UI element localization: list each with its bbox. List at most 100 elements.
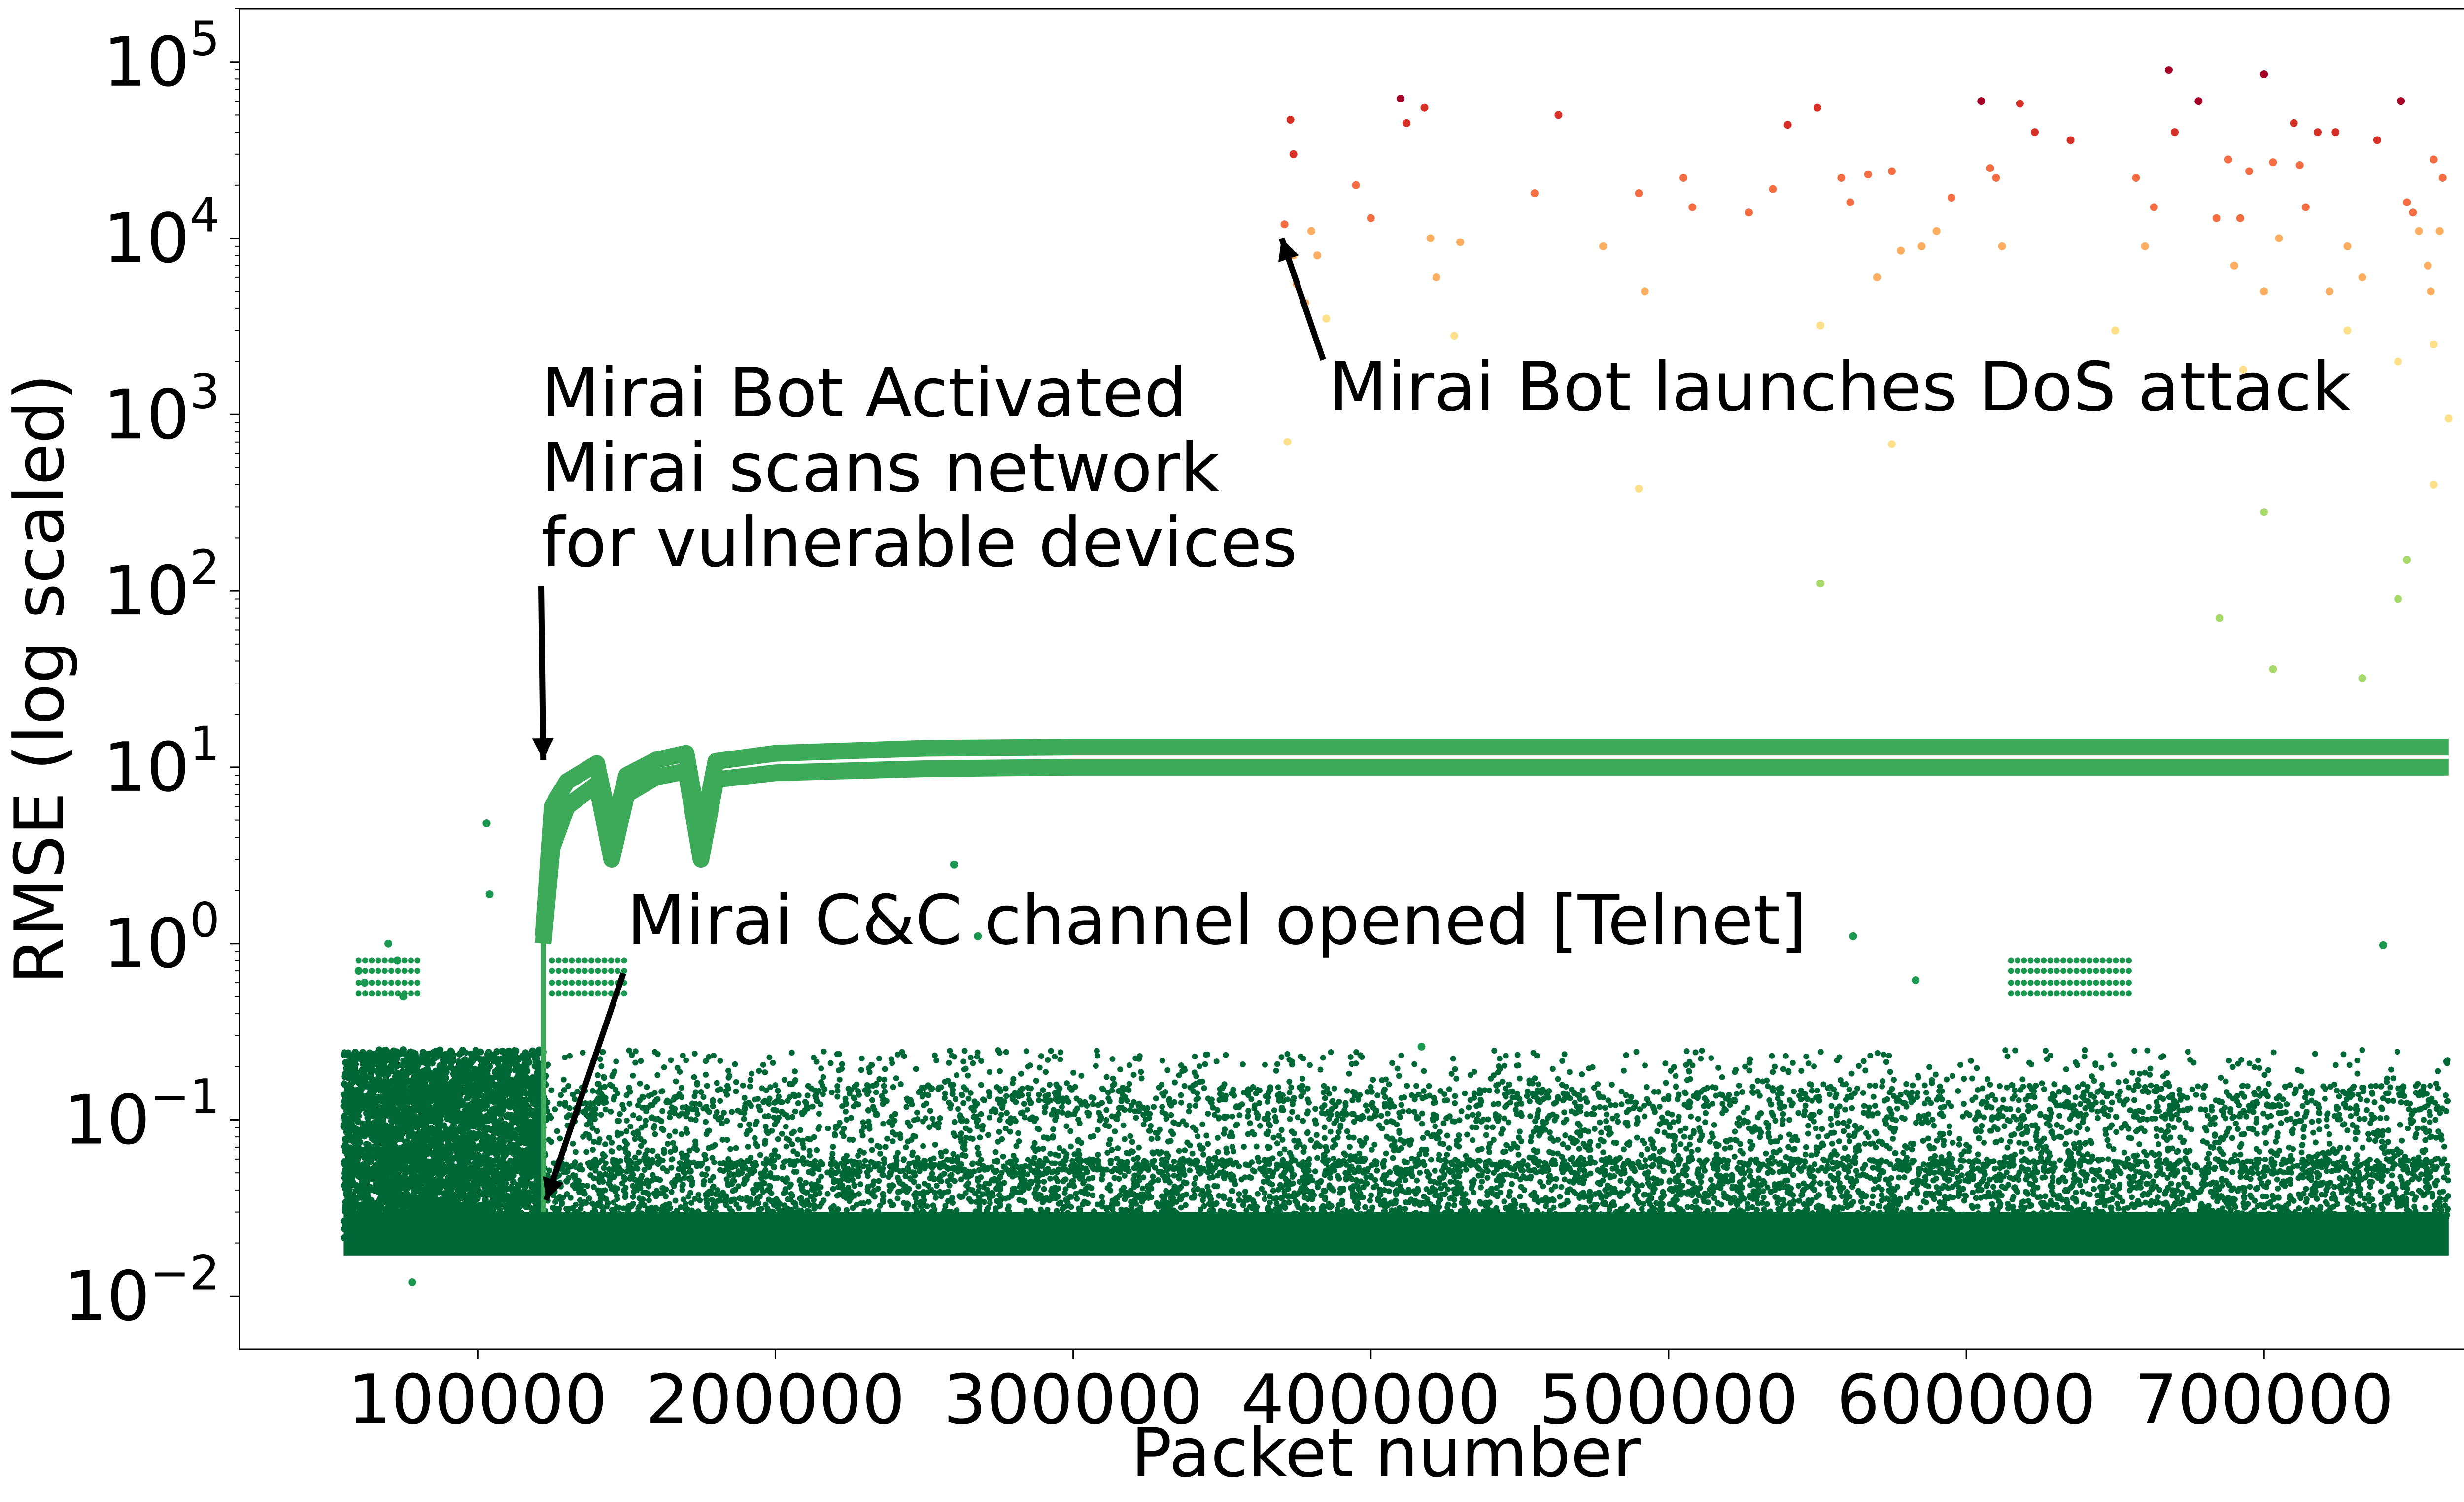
benign-point (1960, 1101, 1967, 1107)
benign-point (1379, 1176, 1386, 1182)
benign-point (1628, 1177, 1635, 1184)
benign-point (2390, 1098, 2396, 1104)
benign-point (890, 1138, 896, 1145)
benign-point (1754, 1078, 1761, 1084)
benign-point (1289, 1171, 1296, 1177)
benign-point (915, 1183, 922, 1190)
benign-point (1879, 1197, 1885, 1204)
benign-point (1335, 1129, 1342, 1135)
benign-point (1189, 1150, 1196, 1157)
benign-point (645, 1156, 651, 1162)
benign-point (2262, 1124, 2268, 1130)
benign-point (1327, 1128, 1334, 1135)
benign-point (1893, 1206, 1899, 1213)
benign-point (1567, 1095, 1573, 1101)
benign-point (1796, 1222, 1803, 1229)
benign-point (1815, 1133, 1822, 1140)
benign-point (1397, 1114, 1403, 1120)
benign-point (1642, 1113, 1648, 1120)
benign-point (1680, 1217, 1686, 1224)
benign-point (1118, 1187, 1125, 1194)
benign-point (897, 1180, 903, 1186)
benign-point (2107, 1204, 2114, 1211)
benign-point (747, 1083, 753, 1090)
benign-point (2144, 1047, 2151, 1054)
benign-point (1602, 1187, 1608, 1193)
benign-point (1595, 1142, 1602, 1149)
benign-point (1371, 1141, 1378, 1148)
benign-point (2055, 1179, 2062, 1185)
benign-point (1289, 1109, 1296, 1115)
benign-point (1057, 1057, 1063, 1063)
benign-point (1274, 1061, 1280, 1067)
benign-point (1587, 1170, 1594, 1177)
benign-point (894, 1195, 901, 1202)
benign-point (2278, 1161, 2285, 1168)
benign-point (1992, 1139, 1999, 1145)
benign-point (1398, 1102, 1404, 1108)
benign-point (1186, 1103, 1193, 1109)
benign-point (1879, 1083, 1885, 1090)
benign-point (1472, 1208, 1478, 1214)
benign-point (1686, 1141, 1693, 1148)
benign-point (1013, 1143, 1020, 1149)
benign-point (746, 1121, 753, 1127)
benign-point (2315, 1109, 2322, 1116)
benign-point (1277, 1150, 1283, 1157)
benign-point (1045, 1057, 1051, 1063)
benign-point (2016, 1139, 2022, 1146)
benign-point (2441, 1143, 2447, 1150)
benign-point (1033, 1078, 1039, 1084)
benign-point (897, 1135, 904, 1141)
benign-point (1291, 1194, 1298, 1200)
benign-point (2210, 1144, 2216, 1151)
benign-point (2338, 1222, 2344, 1228)
benign-point (1357, 1092, 1363, 1098)
benign-point (971, 1107, 977, 1114)
benign-point (2444, 1057, 2451, 1063)
benign-point (1244, 1113, 1251, 1120)
benign-point (834, 1193, 840, 1199)
benign-point (2229, 1135, 2235, 1141)
benign-point (1314, 1155, 1321, 1161)
benign-point (1255, 1155, 1261, 1161)
benign-point (1747, 1145, 1754, 1152)
benign-point (839, 1065, 845, 1072)
benign-point (2115, 1079, 2122, 1086)
benign-point (2437, 1110, 2443, 1116)
benign-point (1536, 1132, 1542, 1139)
benign-point (2151, 1152, 2157, 1158)
benign-point (1575, 1120, 1581, 1126)
benign-point (2015, 1107, 2021, 1113)
benign-point (897, 1081, 904, 1088)
benign-point (974, 1145, 981, 1151)
benign-point (2391, 1222, 2397, 1229)
benign-point (1896, 1174, 1902, 1181)
benign-point (2185, 1049, 2191, 1055)
benign-point (1055, 1185, 1061, 1192)
benign-point (2063, 1217, 2069, 1223)
benign-point (671, 1094, 678, 1101)
benign-point (2109, 1099, 2115, 1106)
benign-point (597, 1056, 603, 1062)
benign-point (1423, 1221, 1430, 1228)
benign-point (814, 1098, 820, 1104)
benign-point (2056, 1113, 2062, 1119)
benign-point (794, 1221, 801, 1228)
benign-point (630, 1072, 636, 1079)
scatter-points (340, 819, 2452, 1286)
benign-point (1057, 1049, 1063, 1056)
benign-point (2441, 1174, 2447, 1181)
benign-point (1837, 1077, 1844, 1083)
benign-point (1687, 1134, 1694, 1141)
benign-point (802, 1099, 808, 1105)
benign-point (2385, 1127, 2392, 1134)
benign-point (1643, 1163, 1649, 1169)
benign-point (1471, 1094, 1477, 1101)
benign-point (2104, 1137, 2111, 1143)
benign-point (1420, 1088, 1427, 1094)
benign-point (2423, 1091, 2430, 1097)
benign-point (764, 1205, 771, 1212)
benign-point (1486, 1149, 1493, 1155)
benign-point (959, 1144, 966, 1151)
